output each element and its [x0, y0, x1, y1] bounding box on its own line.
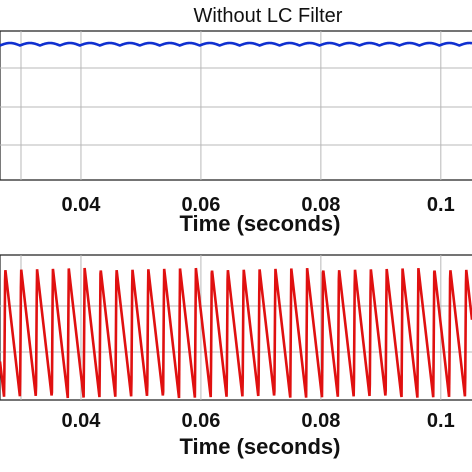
- top-x-tick-label: 0.08: [301, 194, 340, 216]
- top-x-axis-label: Time (seconds): [180, 211, 341, 236]
- top-panel: Without LC Filter 0.04 0.06 0.08 0.1 Time (…: [0, 5, 472, 236]
- top-x-tick-label: 0.04: [61, 194, 101, 216]
- bottom-panel: 0.04 0.06 0.08 0.1 Time (seconds): [0, 254, 472, 459]
- bottom-x-tick-label: 0.06: [181, 410, 220, 432]
- bottom-x-tick-labels: 0.04 0.06 0.08 0.1: [61, 410, 454, 432]
- top-grid: [0, 31, 472, 180]
- bottom-series-line: [0, 267, 472, 399]
- top-series-line: [0, 41, 472, 47]
- bottom-x-tick-label: 0.1: [427, 410, 455, 432]
- top-chart-title: Without LC Filter: [194, 5, 343, 27]
- bottom-x-axis-label: Time (seconds): [180, 434, 341, 459]
- top-x-tick-labels: 0.04 0.06 0.08 0.1: [61, 194, 454, 216]
- bottom-x-tick-label: 0.08: [301, 410, 340, 432]
- top-x-tick-label: 0.06: [181, 194, 220, 216]
- bottom-x-tick-label: 0.04: [61, 410, 101, 432]
- top-x-tick-label: 0.1: [427, 194, 455, 216]
